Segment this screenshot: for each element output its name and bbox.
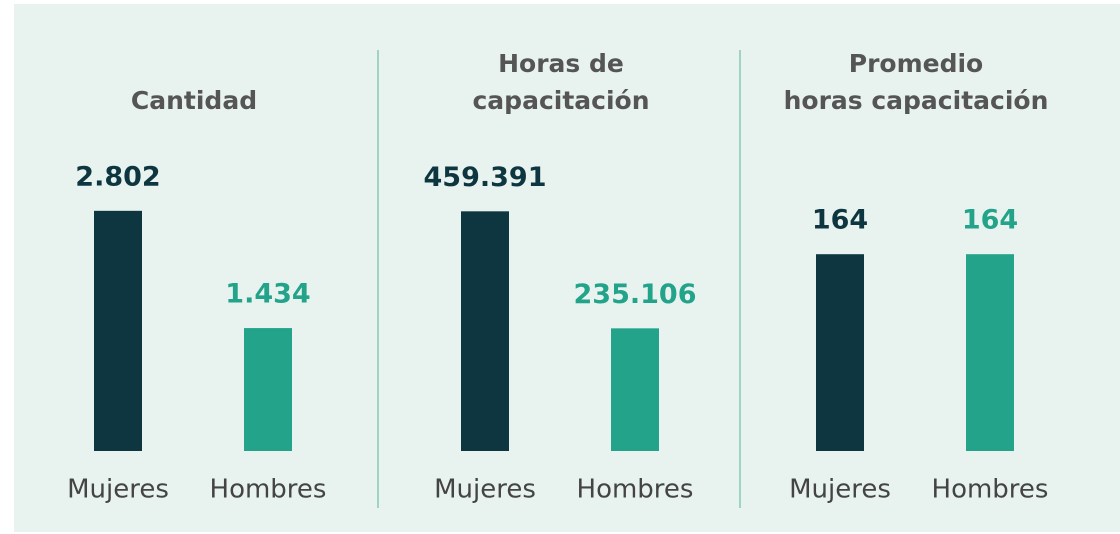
background [14, 4, 1120, 532]
value-label: 164 [812, 205, 868, 236]
bar [611, 328, 659, 451]
category-label: Mujeres [434, 475, 536, 505]
bar [94, 210, 142, 451]
chart-title: Promedio [849, 49, 983, 78]
value-label: 235.106 [574, 279, 697, 310]
bar [461, 211, 509, 451]
chart-title: Cantidad [131, 86, 257, 115]
bar [816, 254, 864, 451]
category-label: Hombres [577, 475, 694, 505]
bar [244, 328, 292, 451]
value-label: 1.434 [225, 279, 310, 310]
category-label: Hombres [210, 475, 327, 505]
category-label: Mujeres [67, 475, 169, 505]
category-label: Hombres [932, 475, 1049, 505]
value-label: 459.391 [424, 162, 547, 193]
chart-title: Horas de [498, 49, 624, 78]
value-label: 164 [962, 205, 1018, 236]
chart-title: capacitación [472, 86, 649, 115]
category-label: Mujeres [789, 475, 891, 505]
chart-title: horas capacitación [784, 86, 1049, 115]
bar [966, 254, 1014, 451]
value-label: 2.802 [75, 161, 160, 192]
